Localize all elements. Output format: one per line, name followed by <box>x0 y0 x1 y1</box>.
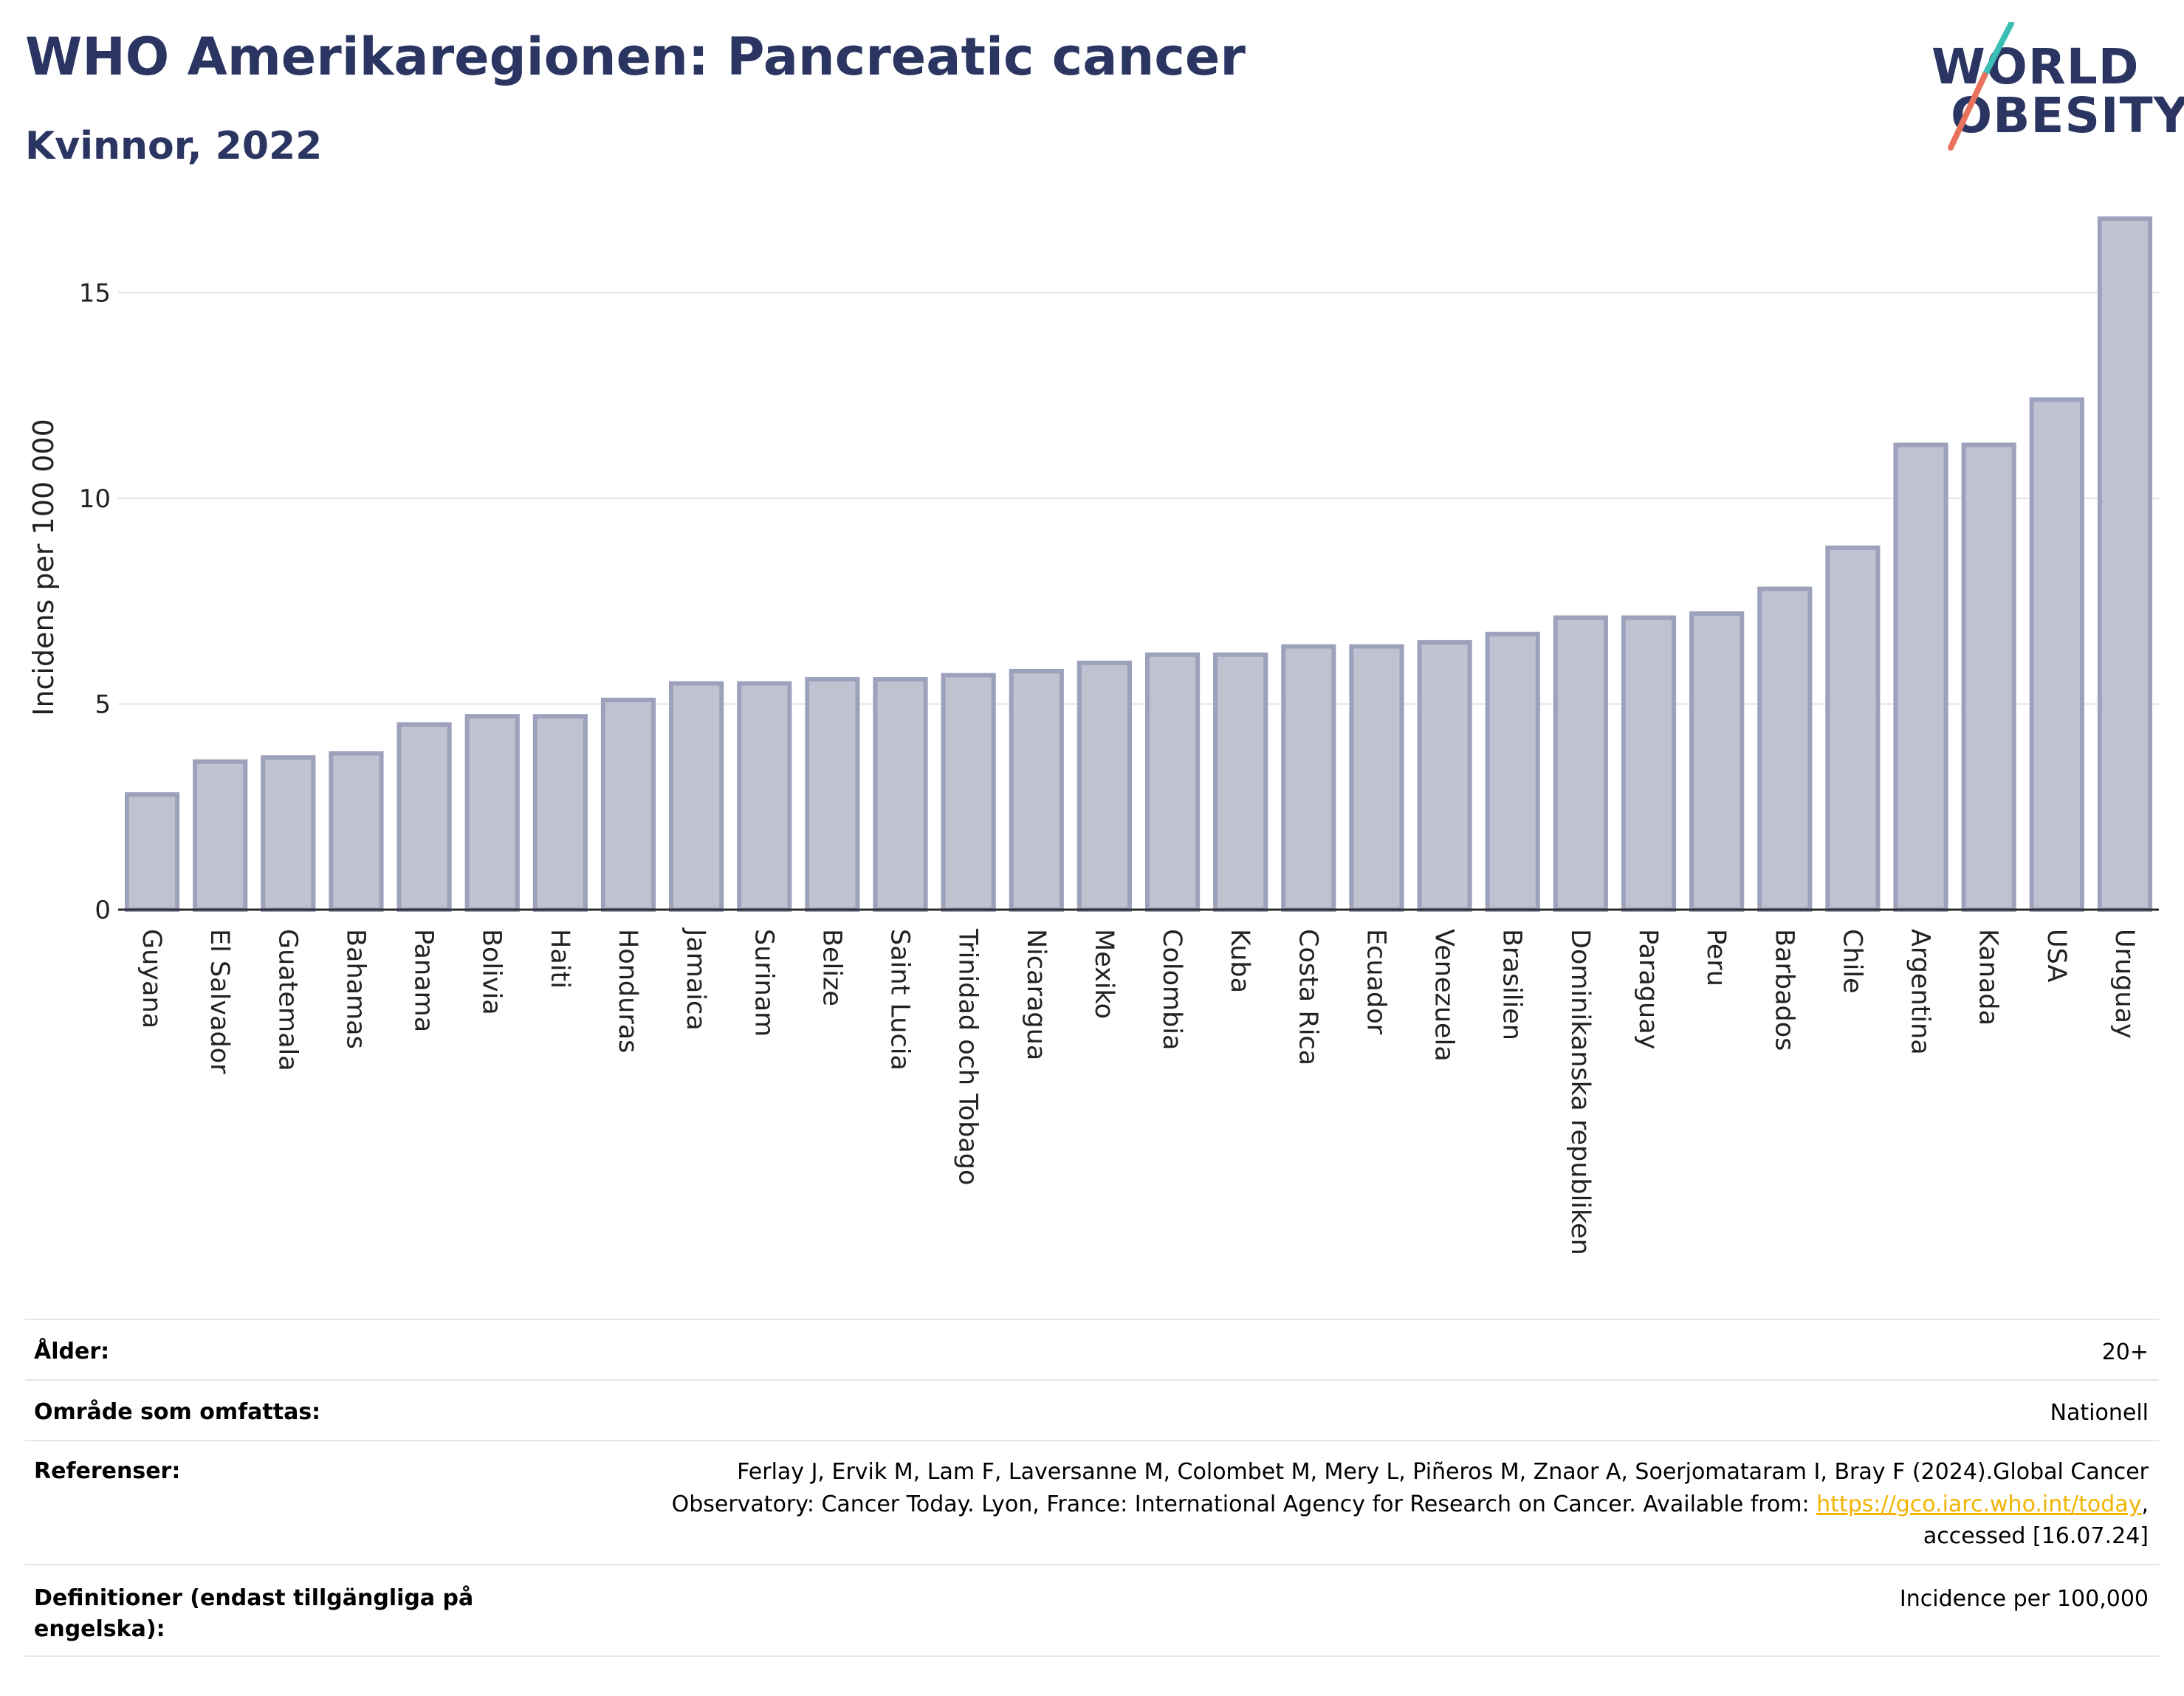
x-tick-label: Bahamas <box>340 929 370 1049</box>
x-tick-label: Kuba <box>1225 929 1254 993</box>
bar <box>1961 442 2016 912</box>
x-tick-label: Mexiko <box>1089 929 1119 1019</box>
x-tick-label: Ecuador <box>1361 929 1390 1035</box>
bar <box>2029 397 2084 912</box>
bar <box>532 714 588 913</box>
bar <box>1417 639 1472 912</box>
x-tick-label: Peru <box>1701 929 1731 986</box>
bar <box>1689 611 1745 913</box>
bar <box>873 677 928 912</box>
bar <box>1076 660 1133 912</box>
bar <box>1009 668 1064 912</box>
meta-bottom-border <box>25 1655 2159 1657</box>
meta-age-label: Ålder: <box>34 1339 110 1364</box>
meta-refs-label: Referenser: <box>34 1458 181 1484</box>
bar <box>1213 652 1268 912</box>
x-tick-label: Belize <box>817 929 846 1006</box>
x-tick-label: Surinam <box>749 929 778 1037</box>
bar <box>600 697 656 913</box>
meta-row-references: Referenser: Ferlay J, Ervik M, Lam F, La… <box>25 1440 2159 1565</box>
bar <box>1825 545 1881 912</box>
meta-defs-label: Definitioner (endast tillgängliga på eng… <box>34 1585 474 1642</box>
x-tick-label: El Salvador <box>205 929 234 1074</box>
x-tick-label: Panama <box>409 929 439 1032</box>
bar <box>737 681 792 913</box>
bar <box>1281 644 1336 912</box>
y-tick-label: 10 <box>79 484 111 514</box>
x-tick-label: Argentina <box>1906 929 1935 1055</box>
meta-refs-line2: Observatory: Cancer Today. Lyon, France:… <box>672 1489 2149 1521</box>
meta-refs-line3: accessed [16.07.24] <box>1923 1523 2149 1549</box>
x-tick-label: Costa Rica <box>1293 929 1322 1065</box>
x-tick-label: USA <box>2042 929 2071 982</box>
page-title: WHO Amerikaregionen: Pancreatic cancer <box>25 27 1246 87</box>
meta-row-age: Ålder: 20+ <box>25 1319 2159 1381</box>
bar <box>2097 216 2153 912</box>
x-tick-label: Guatemala <box>272 929 302 1071</box>
meta-area-label: Område som omfattas: <box>34 1399 321 1425</box>
bar <box>1485 631 1540 912</box>
x-tick-label: Saint Lucia <box>885 929 915 1071</box>
logo-slash-icon <box>1948 22 2014 151</box>
bar <box>1621 615 1677 912</box>
x-tick-label: Guyana <box>137 929 166 1029</box>
bar <box>464 714 520 913</box>
x-tick-label: Barbados <box>1769 929 1799 1051</box>
x-tick-label: Dominikanska republiken <box>1565 929 1595 1255</box>
bar <box>1893 442 1948 912</box>
x-tick-label: Kanada <box>1974 929 2003 1026</box>
meta-refs-line2-end: , <box>2141 1491 2149 1517</box>
y-axis-title: Incidens per 100 000 <box>27 419 60 716</box>
page-subtitle: Kvinnor, 2022 <box>25 124 323 168</box>
meta-age-value: 20+ <box>2101 1339 2149 1365</box>
meta-row-definitions: Definitioner (endast tillgängliga på eng… <box>25 1564 2159 1657</box>
bar <box>329 751 384 912</box>
y-tick-label: 15 <box>79 278 111 308</box>
x-tick-label: Honduras <box>613 929 642 1053</box>
x-tick-label: Uruguay <box>2109 929 2139 1039</box>
x-tick-label: Brasilien <box>1497 929 1527 1040</box>
meta-refs-value: Ferlay J, Ervik M, Lam F, Laversanne M, … <box>672 1456 2149 1553</box>
bar <box>941 673 996 912</box>
bar <box>1144 652 1201 912</box>
x-tick-label: Paraguay <box>1633 929 1663 1049</box>
world-obesity-logo: WORLD OBESITY <box>1920 22 2184 155</box>
refs-link[interactable]: https://gco.iarc.who.int/today <box>1816 1491 2142 1517</box>
meta-refs-line1: Ferlay J, Ervik M, Lam F, Laversanne M, … <box>737 1459 2149 1485</box>
x-tick-label: Colombia <box>1157 929 1187 1050</box>
bar-chart: 0 5 10 15 Incidens per 100 000 Guyana El Salva… <box>27 216 2159 1255</box>
bar <box>805 677 860 912</box>
x-tick-label: Venezuela <box>1429 929 1459 1062</box>
bar <box>193 759 248 913</box>
bar <box>1757 586 1813 913</box>
logo-text-world: WORLD <box>1931 38 2140 95</box>
bar <box>1553 615 1608 912</box>
x-tick-label: Haiti <box>545 929 574 989</box>
y-tick-label: 5 <box>95 690 111 719</box>
bar <box>124 792 180 913</box>
bar <box>669 681 724 913</box>
logo-text-obesity: OBESITY <box>1951 87 2184 144</box>
x-tick-label: Nicaragua <box>1021 929 1051 1060</box>
x-tick-label: Bolivia <box>477 929 506 1015</box>
meta-refs-line2-text: Observatory: Cancer Today. Lyon, France:… <box>671 1491 1817 1517</box>
bar <box>396 722 452 913</box>
meta-defs-value: Incidence per 100,000 <box>1899 1586 2149 1612</box>
y-tick-label: 0 <box>95 896 111 925</box>
x-tick-label: Jamaica <box>681 927 710 1031</box>
bar <box>261 755 316 912</box>
x-tick-label: Chile <box>1837 929 1867 994</box>
x-tick-label: Trinidad och Tobago <box>953 928 983 1185</box>
bar <box>1349 644 1404 912</box>
meta-area-value: Nationell <box>2050 1400 2149 1426</box>
meta-row-area: Område som omfattas: Nationell <box>25 1379 2159 1441</box>
